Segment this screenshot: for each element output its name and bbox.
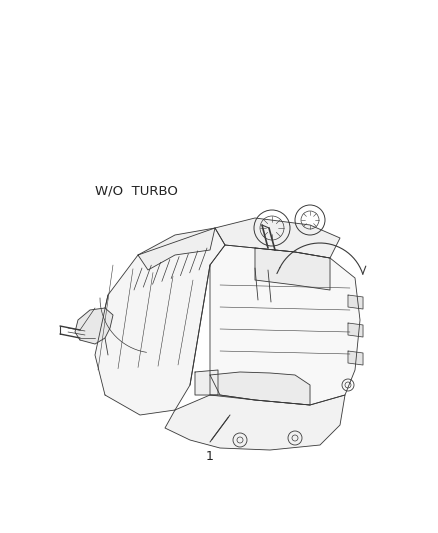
Polygon shape <box>95 228 225 415</box>
Polygon shape <box>75 308 113 344</box>
Polygon shape <box>215 218 340 258</box>
Polygon shape <box>348 295 363 309</box>
Polygon shape <box>195 370 218 395</box>
Polygon shape <box>348 323 363 337</box>
Polygon shape <box>138 228 215 270</box>
Polygon shape <box>255 248 330 290</box>
Polygon shape <box>210 372 310 405</box>
Text: W/O  TURBO: W/O TURBO <box>95 185 178 198</box>
Polygon shape <box>348 351 363 365</box>
Polygon shape <box>165 395 345 450</box>
Polygon shape <box>210 245 360 405</box>
Text: 1: 1 <box>206 450 214 463</box>
